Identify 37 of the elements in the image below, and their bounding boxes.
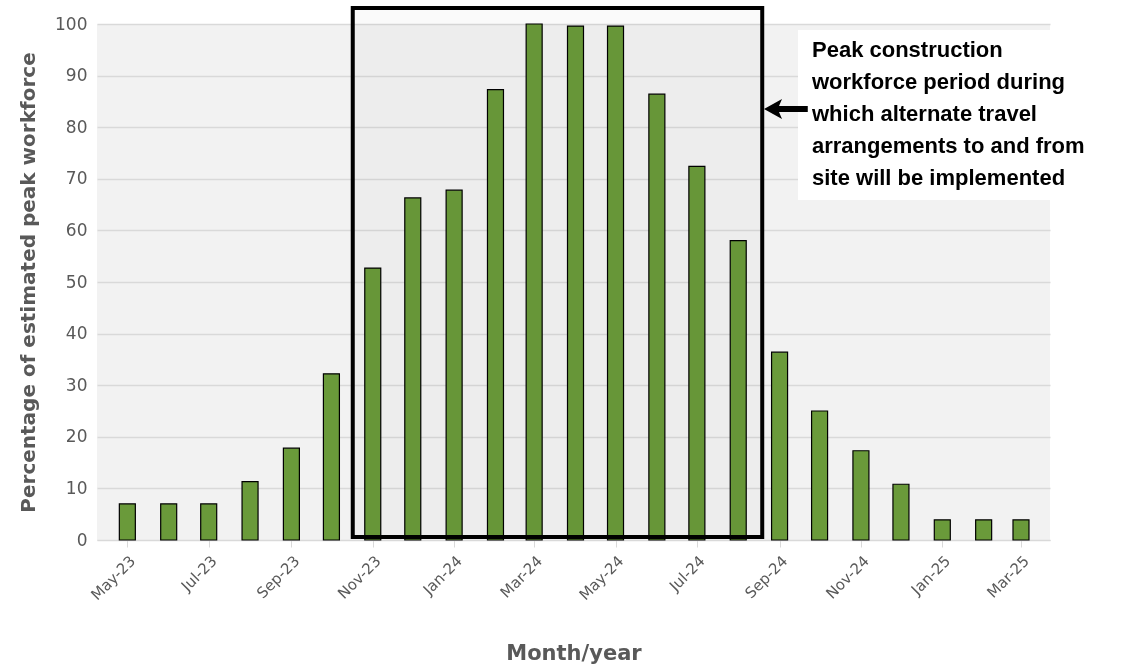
bar xyxy=(729,240,747,541)
bar xyxy=(1012,519,1030,541)
bar xyxy=(404,197,422,541)
bar xyxy=(486,88,505,541)
y-tick-label: 20 xyxy=(65,426,88,447)
y-tick-label: 40 xyxy=(65,323,88,344)
bar xyxy=(160,503,178,541)
x-axis-title: Month/year xyxy=(506,641,643,666)
bar xyxy=(282,447,300,541)
y-tick-label: 10 xyxy=(65,477,88,498)
bar xyxy=(606,25,625,541)
bar xyxy=(445,189,463,541)
bar xyxy=(852,450,870,541)
bar xyxy=(810,410,829,541)
bar xyxy=(892,483,910,541)
bar xyxy=(118,503,136,541)
bar xyxy=(364,267,382,541)
bar xyxy=(566,25,585,541)
y-tick-label: 70 xyxy=(65,168,88,189)
y-tick-label: 0 xyxy=(76,529,88,550)
y-tick-label: 50 xyxy=(65,271,88,292)
y-axis-title: Percentage of estimated peak workforce xyxy=(16,52,41,513)
y-tick-label: 100 xyxy=(55,13,88,34)
bar xyxy=(241,481,259,541)
bar xyxy=(933,519,951,541)
bar xyxy=(200,503,218,541)
bar xyxy=(525,23,543,541)
y-tick-label: 30 xyxy=(65,374,88,395)
bar xyxy=(770,351,789,541)
bar xyxy=(648,93,666,541)
y-tick-label: 80 xyxy=(65,116,88,137)
band-label: Peak construction workforce period during which alternate travel arrangements to and from site will be implemented xyxy=(798,30,1110,200)
y-tick-label: 60 xyxy=(65,219,88,240)
bar xyxy=(975,519,993,541)
bar xyxy=(688,165,706,541)
bar xyxy=(322,373,341,541)
y-tick-label: 90 xyxy=(65,65,88,86)
